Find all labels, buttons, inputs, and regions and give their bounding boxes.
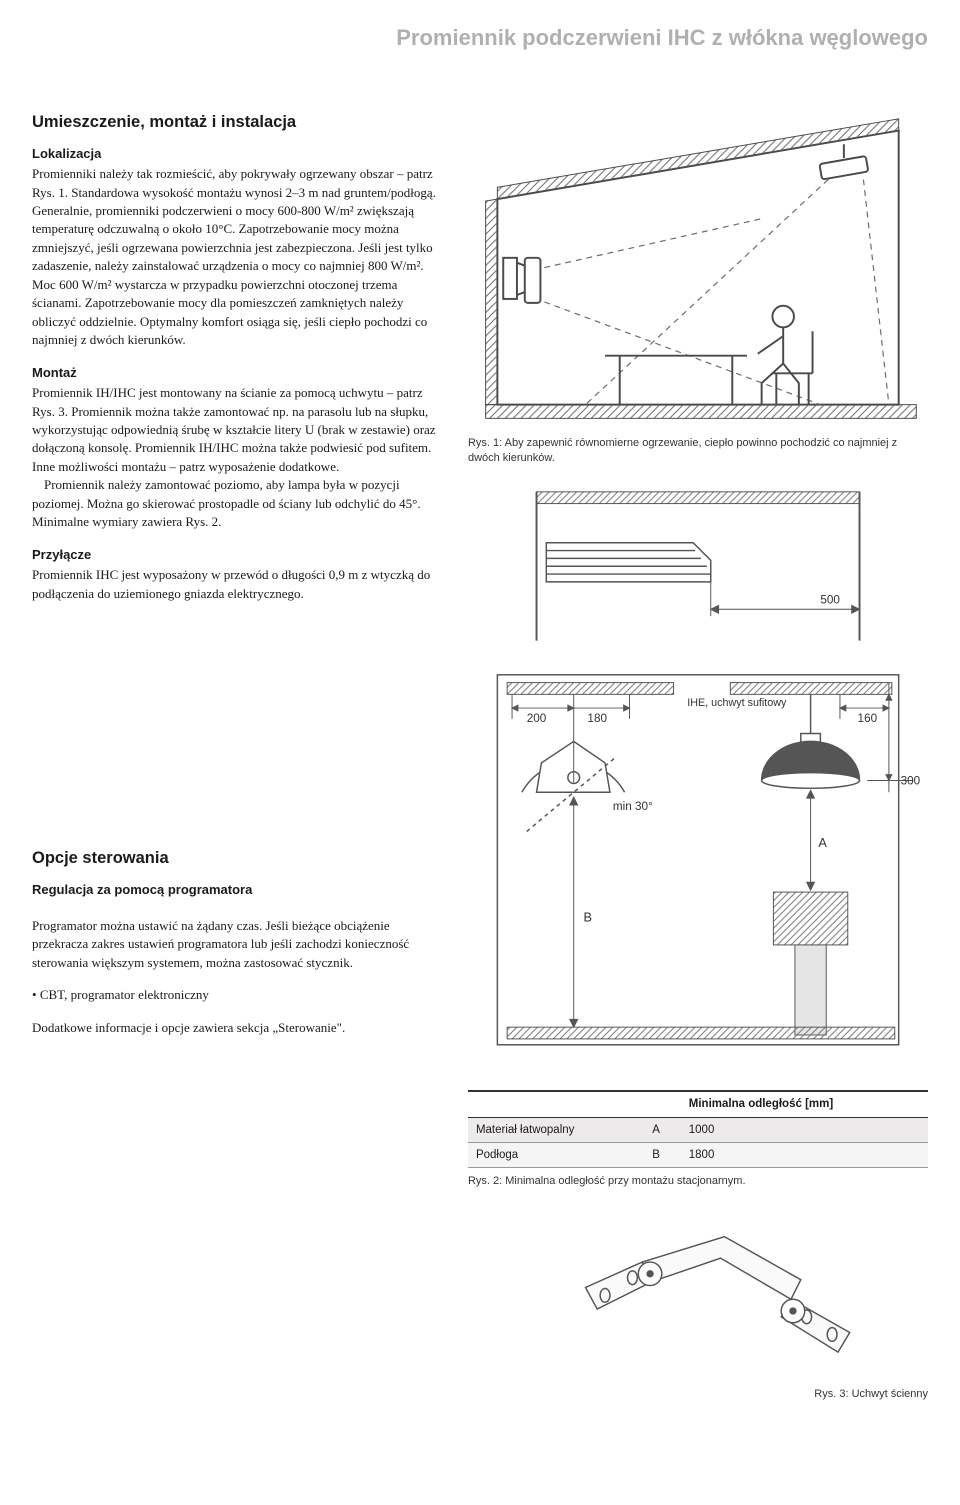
figure-2a: 500 (468, 484, 928, 656)
dim-300: 300 (901, 775, 921, 788)
section-heading-installation: Umieszczenie, montaż i instalacja (32, 111, 440, 134)
figure-2b-svg: 200 180 min 30° (468, 665, 928, 1057)
table-cell: 1000 (681, 1117, 928, 1142)
dim-500: 500 (820, 593, 840, 606)
table-cell: Materiał łatwopalny (468, 1117, 644, 1142)
figure-3-caption: Rys. 3: Uchwyt ścienny (468, 1387, 928, 1402)
bullet-cbt: CBT, programator elektroniczny (32, 986, 440, 1004)
table-header-min: Minimalna odległość [mm] (681, 1091, 928, 1117)
dim-200: 200 (527, 712, 547, 725)
figure-1-caption: Rys. 1: Aby zapewnić równomierne ogrzewa… (468, 436, 928, 466)
clearance-table: Minimalna odległość [mm] Materiał łatwop… (468, 1090, 928, 1168)
figure-2a-svg: 500 (468, 484, 928, 650)
section-heading-control: Opcje sterowania (32, 847, 440, 870)
localization-text: Promienniki należy tak rozmieścić, aby p… (32, 165, 440, 350)
connection-block: Przyłącze Promiennik IHC jest wyposażony… (32, 546, 440, 603)
programmer-text: Programator można ustawić na żądany czas… (32, 917, 440, 972)
mounting-text-2: Promiennik należy zamontować poziomo, ab… (32, 476, 440, 531)
page-title: Promiennik podczerwieni IHC z włókna węg… (32, 22, 928, 53)
label-a: A (818, 835, 827, 850)
localization-block: Lokalizacja Promienniki należy tak rozmi… (32, 145, 440, 350)
figure-1-svg (468, 111, 928, 424)
connection-text: Promiennik IHC jest wyposażony w przewód… (32, 566, 440, 603)
subheading-programmer: Regulacja za pomocą programatora (32, 881, 440, 899)
table-cell: B (644, 1143, 680, 1168)
mounting-block: Montaż Promiennik IH/IHC jest montowany … (32, 364, 440, 532)
figure-3: Rys. 3: Uchwyt ścienny (468, 1219, 928, 1402)
dim-160: 160 (858, 712, 878, 725)
table-cell: A (644, 1117, 680, 1142)
table-header-empty1 (468, 1091, 644, 1117)
figure-2b: 200 180 min 30° (468, 665, 928, 1062)
left-column: Umieszczenie, montaż i instalacja Lokali… (32, 111, 440, 1420)
label-min30: min 30° (613, 800, 653, 813)
table-cell: 1800 (681, 1143, 928, 1168)
connection-heading: Przyłącze (32, 546, 440, 564)
right-column: Rys. 1: Aby zapewnić równomierne ogrzewa… (468, 111, 928, 1420)
table-cell: Podłoga (468, 1143, 644, 1168)
more-info-text: Dodatkowe informacje i opcje zawiera sek… (32, 1019, 440, 1037)
localization-heading: Lokalizacja (32, 145, 440, 163)
table-row: Podłoga B 1800 (468, 1143, 928, 1168)
figure-3-svg (468, 1219, 928, 1376)
figure-2-caption: Rys. 2: Minimalna odległość przy montażu… (468, 1174, 928, 1189)
programmer-block: Programator można ustawić na żądany czas… (32, 917, 440, 972)
dim-180: 180 (587, 712, 607, 725)
mounting-heading: Montaż (32, 364, 440, 382)
figure-1: Rys. 1: Aby zapewnić równomierne ogrzewa… (468, 111, 928, 465)
mounting-text-1: Promiennik IH/IHC jest montowany na ścia… (32, 384, 440, 476)
label-b: B (583, 910, 591, 925)
bullet-list: CBT, programator elektroniczny (32, 986, 440, 1004)
table-header-empty2 (644, 1091, 680, 1117)
table-row: Materiał łatwopalny A 1000 (468, 1117, 928, 1142)
label-ihe: IHE, uchwyt sufitowy (687, 698, 787, 710)
